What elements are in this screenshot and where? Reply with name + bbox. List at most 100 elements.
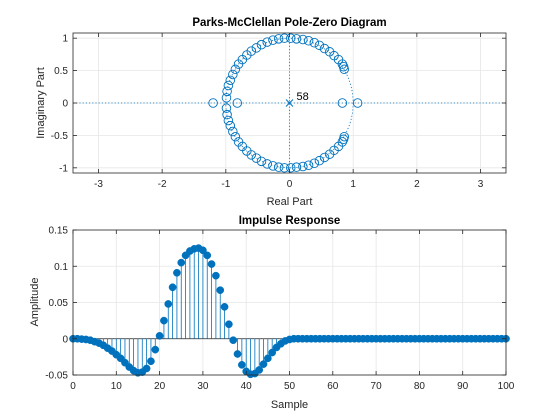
pz-ytick-label: 1: [62, 34, 68, 45]
zero-marker: [314, 40, 325, 51]
ir-ytick-label: 0.05: [49, 298, 69, 309]
stem-marker: [229, 336, 238, 345]
stem-marker: [216, 286, 225, 295]
impulse-title: Impulse Response: [239, 215, 341, 227]
impulse-content: [69, 244, 510, 379]
pz-ytick-label: -1: [59, 163, 68, 174]
pz-xtick-label: 1: [350, 179, 356, 190]
zero-marker: [298, 34, 308, 45]
zero-marker: [286, 33, 296, 43]
zero-marker: [221, 93, 232, 103]
zero-marker: [251, 153, 262, 163]
stem-marker: [259, 360, 268, 368]
zero-marker: [309, 158, 320, 169]
pole-zero-ticks: -3 -2 -1 0 1 2 3 -1 -0.5 0 0.5 1: [51, 33, 506, 190]
zero-marker: [268, 35, 278, 45]
pole-zero-content: 58: [73, 33, 506, 173]
pole-marker: [285, 99, 294, 107]
zero-marker: [337, 98, 348, 108]
stem-marker: [177, 258, 186, 267]
stem-marker: [268, 348, 277, 357]
zero-marker: [233, 137, 244, 147]
ir-xtick-label: 60: [327, 381, 339, 392]
zero-marker: [232, 98, 243, 108]
pz-xtick-label: -3: [94, 179, 103, 190]
zero-marker: [273, 162, 284, 172]
zero-marker: [256, 39, 267, 50]
zero-marker: [230, 131, 241, 142]
stem-marker: [203, 251, 212, 260]
zero-marker: [303, 36, 314, 46]
impulse-xlabel: Sample: [271, 399, 308, 411]
zero-marker: [303, 160, 314, 170]
stem-marker: [164, 300, 173, 308]
zero-marker: [338, 134, 349, 145]
zero-marker: [298, 161, 308, 172]
zero-marker: [268, 161, 278, 171]
stem-marker: [207, 260, 216, 268]
ir-xtick-label: 0: [70, 381, 76, 392]
stem-marker: [255, 366, 264, 374]
ir-xtick-label: 80: [414, 381, 426, 392]
stem-marker: [238, 361, 246, 369]
ir-xtick-label: 40: [241, 381, 253, 392]
zero-marker: [262, 159, 272, 169]
pole-marker-stroke: [285, 99, 294, 107]
pz-xtick-label: 3: [478, 179, 484, 190]
zero-marker: [262, 37, 272, 47]
zero-marker: [222, 86, 232, 97]
stem-marker: [220, 303, 229, 311]
zero-marker: [225, 75, 236, 86]
ir-xtick-label: 50: [284, 381, 296, 392]
ir-xtick-label: 30: [197, 381, 209, 392]
ir-ytick-label: 0.1: [54, 262, 68, 273]
zero-marker: [228, 69, 238, 80]
stem-marker: [212, 271, 220, 280]
ir-xtick-label: 10: [111, 381, 123, 392]
zero-marker: [324, 47, 335, 57]
stem-marker: [160, 316, 168, 325]
pz-xtick-label: -1: [221, 179, 230, 190]
zero-marker: [338, 61, 349, 72]
ir-ytick-label: -0.05: [45, 371, 68, 382]
pole-zero-title: Parks-McClellan Pole-Zero Diagram: [192, 17, 386, 29]
impulse-ylabel: Amplitude: [29, 278, 41, 327]
stem-marker: [225, 320, 233, 329]
pole-zero-xlabel: Real Part: [267, 196, 313, 208]
stem-marker: [155, 332, 164, 340]
ir-ytick-label: 0.15: [49, 226, 69, 237]
pz-ytick-label: -0.5: [51, 131, 69, 142]
zero-marker: [279, 33, 290, 43]
zero-marker: [222, 109, 232, 120]
zero-marker: [319, 152, 330, 163]
impulse-response-axes: 0 10 20 30 40 50 60 70 80 90 100-0.0500.050.10.15 …: [29, 215, 515, 411]
zero-marker: [279, 163, 290, 173]
zero-marker: [225, 120, 236, 131]
pole-zero-axes: 58 -3 -2 -1 0 1 2 3 -1 -0.5 0 0.5 1 Parks-McClellan…: [35, 17, 507, 208]
zero-marker: [352, 98, 363, 108]
zero-marker: [256, 156, 267, 167]
zero-marker: [208, 98, 218, 108]
stem-marker: [142, 364, 151, 373]
zero-marker: [314, 155, 325, 166]
ir-xtick-label: 90: [457, 381, 469, 392]
zero-marker: [309, 37, 320, 48]
zero-marker: [291, 34, 302, 44]
ir-xtick-label: 70: [371, 381, 383, 392]
stem-marker: [199, 246, 207, 255]
zero-marker: [273, 34, 284, 44]
zero-marker: [251, 43, 262, 53]
zero-marker: [291, 162, 302, 172]
pole-multiplicity-label: 58: [297, 91, 309, 103]
zero-marker: [233, 59, 244, 69]
zero-marker: [228, 126, 238, 137]
pz-ytick-label: 0: [62, 99, 68, 110]
pz-ytick-label: 0.5: [54, 66, 68, 77]
stem-marker: [151, 345, 160, 354]
zero-marker: [221, 103, 232, 113]
zero-marker: [223, 80, 234, 91]
pz-xtick-label: 2: [414, 179, 420, 190]
zero-marker: [223, 115, 234, 126]
